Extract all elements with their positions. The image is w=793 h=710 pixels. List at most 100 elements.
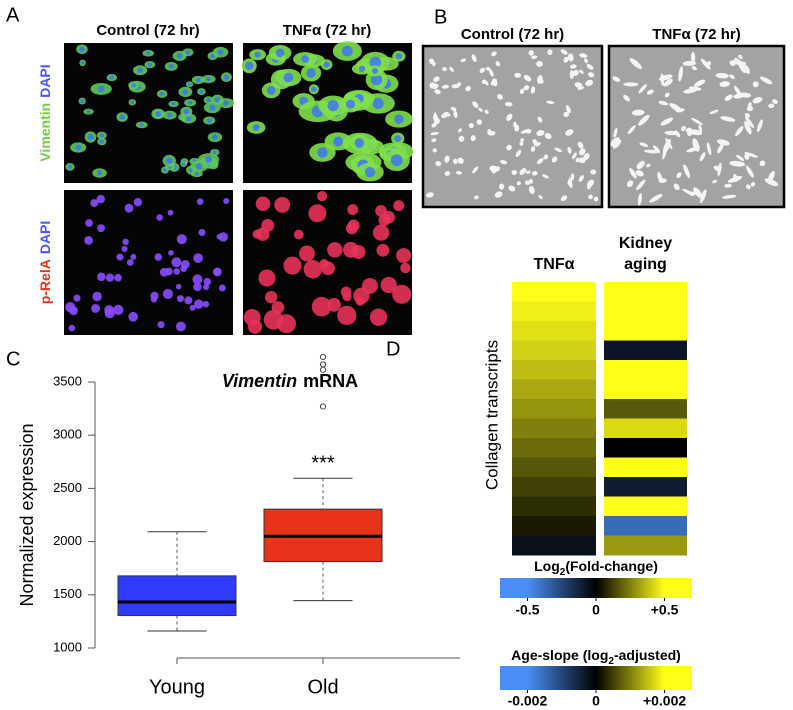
nucleus xyxy=(150,296,158,303)
cell xyxy=(444,155,450,163)
nucleus xyxy=(176,234,187,245)
cell xyxy=(579,53,588,58)
nucleus xyxy=(369,56,382,69)
cell xyxy=(514,124,520,132)
cell xyxy=(479,67,485,74)
nucleus xyxy=(67,164,73,169)
nucleus xyxy=(303,260,323,279)
legend-tick-label: 0 xyxy=(592,602,600,618)
cell xyxy=(691,51,696,64)
cell xyxy=(434,89,441,95)
nucleus xyxy=(154,253,163,261)
cell xyxy=(483,79,489,86)
cell xyxy=(563,111,570,118)
nucleus xyxy=(319,258,329,269)
nucleus xyxy=(167,209,174,216)
cell xyxy=(663,78,673,87)
cell xyxy=(450,106,457,112)
nucleus xyxy=(370,73,383,86)
cell xyxy=(717,143,724,154)
cell xyxy=(519,141,524,146)
nucleus xyxy=(73,294,81,302)
cell xyxy=(623,82,639,87)
cell xyxy=(631,109,645,116)
cell xyxy=(528,186,535,195)
cell xyxy=(468,122,474,129)
nucleus xyxy=(347,204,359,216)
nucleus xyxy=(293,229,304,240)
cell xyxy=(685,127,693,134)
cell xyxy=(506,113,513,121)
micrograph xyxy=(64,190,233,335)
cell xyxy=(629,58,643,69)
nucleus xyxy=(275,48,285,58)
nucleus xyxy=(168,63,174,69)
cell xyxy=(574,82,583,88)
nucleus xyxy=(80,61,85,65)
cell xyxy=(524,180,530,185)
cell xyxy=(432,148,437,153)
cell xyxy=(750,181,755,187)
cell xyxy=(735,154,745,162)
cell xyxy=(460,58,467,62)
cell xyxy=(673,183,680,191)
nucleus xyxy=(311,296,332,317)
nucleus xyxy=(212,150,217,155)
nucleus xyxy=(301,55,310,64)
cell xyxy=(681,125,687,132)
cell xyxy=(542,174,549,179)
nucleus xyxy=(327,298,341,312)
nucleus xyxy=(159,91,165,97)
cell xyxy=(506,144,512,151)
nucleus xyxy=(390,154,403,167)
heatmap-cell xyxy=(604,360,687,380)
legend-tick-label: -0.002 xyxy=(508,693,548,709)
nucleus xyxy=(97,85,105,93)
nucleus xyxy=(147,62,152,67)
nucleus xyxy=(146,51,151,56)
cell xyxy=(724,94,733,102)
cell xyxy=(683,164,690,179)
annotation: *** xyxy=(311,453,335,475)
cell xyxy=(458,135,465,142)
heatmap-cell xyxy=(604,301,687,322)
nucleus xyxy=(196,198,204,205)
nucleus xyxy=(194,171,199,176)
cell xyxy=(694,79,706,87)
nucleus xyxy=(393,200,405,212)
cell xyxy=(733,92,747,99)
heatmap-cell xyxy=(512,340,596,361)
nucleus xyxy=(128,311,139,322)
cell xyxy=(523,85,530,91)
nucleus xyxy=(185,115,192,122)
nucleus xyxy=(372,97,384,110)
cell xyxy=(636,160,645,170)
nucleus xyxy=(333,136,344,147)
y-tick-label: 2500 xyxy=(53,480,82,495)
cell xyxy=(577,141,584,149)
nucleus xyxy=(212,267,222,277)
nucleus xyxy=(84,235,93,245)
cell xyxy=(536,157,544,165)
cell xyxy=(686,146,701,153)
nucleus xyxy=(252,124,260,131)
legend-title-part: Log xyxy=(534,558,560,574)
cell xyxy=(645,163,651,168)
legend-title-part: (Fold-change) xyxy=(565,558,658,574)
nucleus xyxy=(192,274,203,285)
panel-label: D xyxy=(386,338,400,360)
nucleus xyxy=(184,296,193,305)
cell xyxy=(712,179,718,184)
nucleus xyxy=(255,196,271,212)
cell xyxy=(449,66,454,72)
nucleus xyxy=(274,196,291,213)
nucleus xyxy=(131,83,136,88)
cell xyxy=(484,109,489,115)
cell xyxy=(528,179,534,184)
cell xyxy=(544,132,552,140)
nucleus xyxy=(130,253,137,260)
cell xyxy=(675,108,685,113)
nucleus xyxy=(193,253,203,263)
cell xyxy=(537,116,543,123)
cell xyxy=(511,169,518,175)
